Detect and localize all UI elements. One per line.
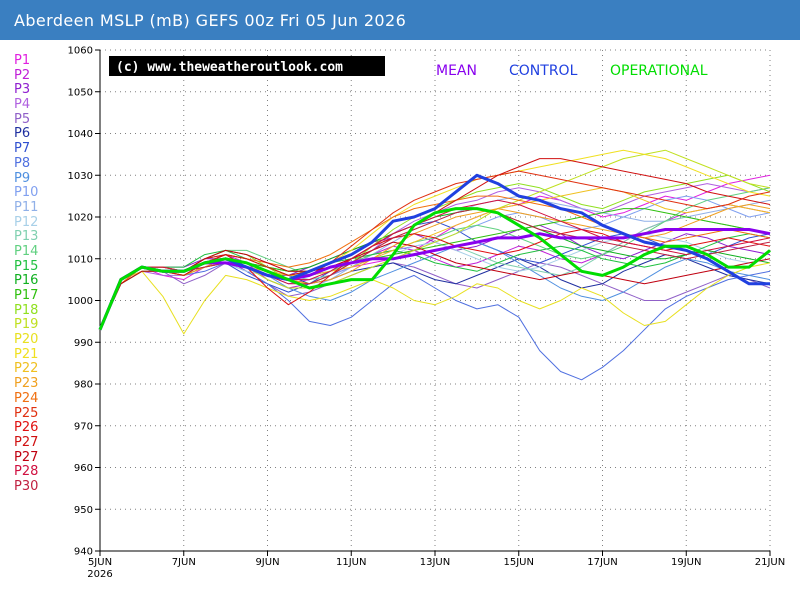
credit-box	[109, 56, 385, 76]
x-tick-label: 11JUN	[336, 557, 366, 568]
member-label-p7: P7	[14, 141, 31, 157]
member-label-p17: P17	[14, 288, 39, 303]
member-label-p20: P20	[14, 332, 39, 348]
member-label-p12: P12	[14, 214, 39, 230]
member-line-p20	[99, 262, 771, 335]
legend-operational: OPERATIONAL	[610, 63, 708, 79]
member-line-p27	[99, 158, 771, 330]
member-label-p9: P9	[14, 170, 31, 186]
member-label-p24: P24	[14, 390, 39, 406]
y-tick-label: 980	[74, 380, 93, 391]
member-line-p27	[99, 241, 771, 330]
y-tick-label: 1040	[68, 129, 93, 140]
x-tick-label: 5JUN	[88, 557, 112, 568]
member-legend: P1 P2 P3 P4 P5 P6 P7 P8 P9 P10 P11 P12 P13 P14 P15 P16 P…	[14, 53, 54, 495]
member-label-p13: P13	[14, 229, 39, 245]
member-label-p26: P26	[14, 420, 39, 436]
member-label-p8: P8	[14, 155, 31, 171]
x-tick-label: 15JUN	[504, 557, 534, 568]
member-label-p14: P14	[14, 243, 39, 259]
member-label-p27: P27	[14, 449, 39, 465]
member-label-p6: P6	[14, 126, 31, 142]
y-tick-label: 940	[74, 547, 93, 558]
member-label-p5: P5	[14, 111, 31, 127]
member-label-p25: P25	[14, 405, 39, 421]
y-tick-label: 1010	[68, 254, 93, 265]
y-tick-label: 1060	[68, 46, 93, 57]
member-label-p21: P21	[14, 346, 39, 362]
operational-line	[98, 207, 771, 331]
y-tick-label: 970	[74, 421, 93, 432]
member-label-p18: P18	[14, 302, 39, 318]
member-label-p22: P22	[14, 361, 39, 377]
title-bar: Aberdeen MSLP (mB) GEFS 00z Fri 05 Jun 2…	[0, 0, 800, 40]
member-label-p15: P15	[14, 258, 39, 274]
chart-title: Aberdeen MSLP (mB) GEFS 00z Fri 05 Jun 2…	[14, 11, 407, 30]
y-tick-label: 950	[74, 505, 93, 516]
member-line-p5	[99, 262, 771, 330]
y-tick-label: 1020	[68, 213, 93, 224]
y-tick-label: 990	[74, 338, 93, 349]
x-tick-label: 9JUN	[255, 557, 279, 568]
member-label-p3: P3	[14, 82, 31, 98]
y-tick-label: 1050	[68, 87, 93, 98]
y-tick-label: 960	[74, 463, 93, 474]
member-label-p10: P10	[14, 185, 39, 201]
member-line-p8	[99, 262, 771, 381]
member-label-p1: P1	[14, 53, 31, 68]
x-tick-label: 7JUN	[172, 557, 196, 568]
x-tick-label: 19JUN	[671, 557, 701, 568]
credit-text: (c) www.theweatheroutlook.com	[116, 60, 343, 75]
y-tick-label: 1030	[68, 171, 93, 182]
member-label-p2: P2	[14, 67, 31, 83]
member-label-p28: P28	[14, 464, 39, 480]
member-label-p11: P11	[14, 199, 39, 215]
legend-control: CONTROL	[509, 63, 578, 79]
member-line-p30	[99, 208, 771, 330]
member-label-p23: P23	[14, 376, 39, 392]
member-label-p30: P30	[14, 478, 39, 494]
x-tick-label: 17JUN	[587, 557, 617, 568]
x-tick-sublabel: 2026	[87, 569, 112, 580]
member-label-p19: P19	[14, 317, 39, 333]
legend-mean: MEAN	[436, 63, 477, 79]
x-tick-label: 21JUN	[755, 557, 785, 568]
member-label-p4: P4	[14, 97, 31, 113]
member-label-p16: P16	[14, 273, 39, 289]
member-label-p27: P27	[14, 434, 39, 450]
member-line-p15	[99, 233, 771, 330]
x-tick-label: 13JUN	[420, 557, 450, 568]
y-tick-label: 1000	[68, 296, 93, 307]
